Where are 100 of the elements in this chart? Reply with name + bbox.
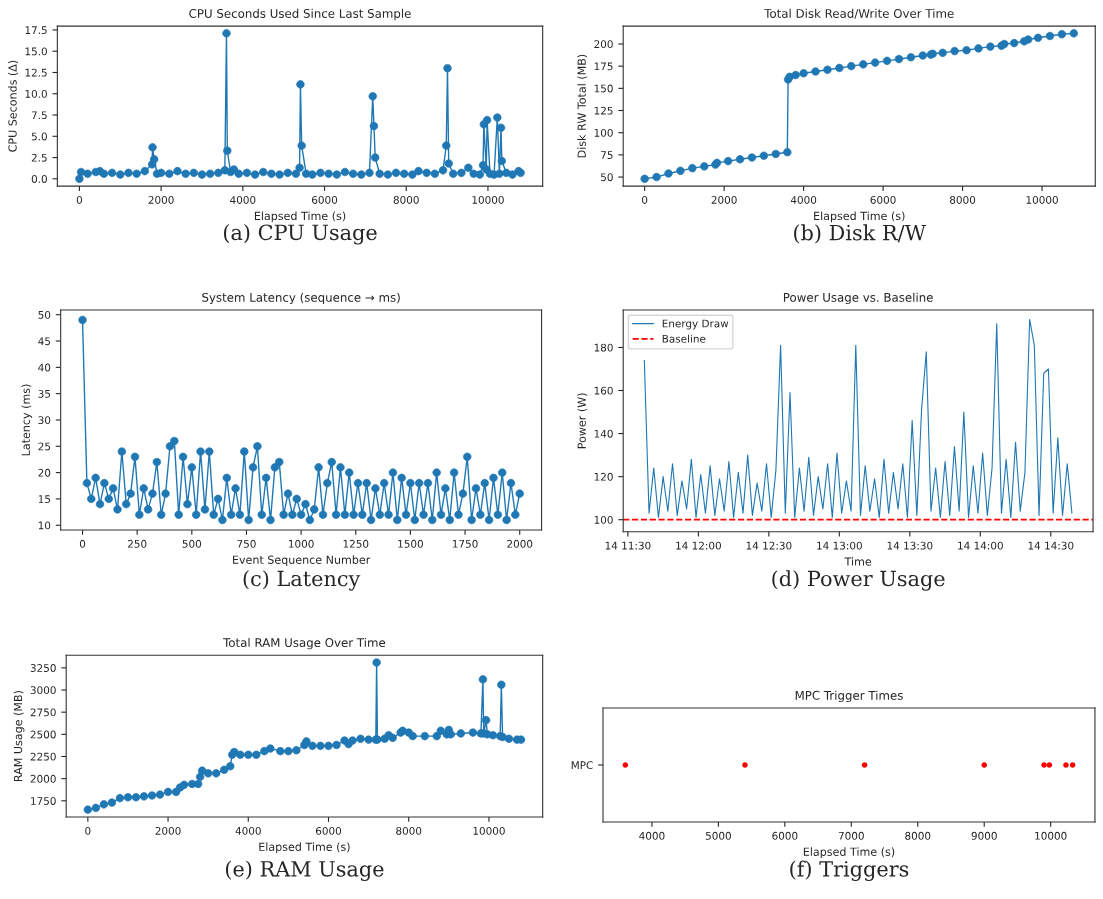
y-tick-label: 50	[601, 173, 613, 182]
y-tick-label: 100	[594, 515, 613, 524]
x-tick-label: 10000	[472, 196, 504, 204]
x-axis-title: Elapsed Time (s)	[814, 211, 905, 223]
x-tick-label: 6000	[312, 196, 338, 204]
y-tick-label: 75	[601, 151, 613, 159]
y-axis-title: Latency (ms)	[21, 384, 33, 456]
x-tick-label: 4000	[230, 196, 256, 204]
y-tick-label: 2500	[30, 730, 56, 739]
y-tick-label: 50	[38, 310, 51, 319]
y-tick-label: 150	[594, 84, 613, 93]
chart-title: CPU Seconds Used Since Last Sample	[189, 8, 411, 21]
text: (a) CPU Usage	[223, 224, 377, 245]
x-tick-label: 500	[182, 539, 202, 548]
x-tick-label: 6000	[772, 831, 798, 840]
y-tick-label: 2250	[30, 752, 56, 761]
chart-title: Total RAM Usage Over Time	[223, 637, 386, 650]
legend-label: Energy Draw	[662, 319, 729, 330]
x-tick-label: 14 14:00	[958, 541, 1003, 550]
y-tick-label: 5.0	[31, 132, 47, 141]
x-tick-label: 0	[76, 196, 83, 204]
x-tick-label: 14 12:30	[746, 541, 792, 550]
x-tick-label: 8000	[905, 831, 931, 840]
x-tick-label: 4000	[235, 826, 261, 835]
chart-title: System Latency (sequence → ms)	[202, 292, 400, 305]
chart-title: MPC Trigger Times	[795, 690, 903, 703]
y-tick-label: 40	[38, 363, 51, 372]
x-tick-label: 0	[85, 826, 91, 835]
y-tick-label: 125	[594, 106, 613, 115]
x-tick-label: 8000	[950, 196, 976, 204]
x-axis-title: Elapsed Time (s)	[259, 842, 350, 854]
x-tick-label: 750	[237, 539, 256, 548]
y-axis-title: CPU Seconds (Δ)	[8, 60, 19, 152]
y-tick-label: 0.0	[31, 175, 47, 183]
y-axis-title: RAM Usage (MB)	[13, 691, 25, 782]
x-tick-label: 14 13:00	[817, 541, 862, 550]
x-tick-label: 2000	[507, 539, 533, 548]
x-tick-label: 14 12:00	[676, 541, 721, 550]
x-tick-label: 8000	[396, 826, 422, 835]
y-tick-label: 140	[594, 429, 613, 438]
x-tick-label: 14 13:30	[887, 541, 933, 550]
text: (b) Disk R/W	[794, 224, 926, 244]
y-tick-label: 7.5	[31, 111, 47, 120]
y-tick-label: 160	[594, 386, 613, 395]
chart-title: Total Disk Read/Write Over Time	[764, 8, 954, 19]
y-axis-title: Disk RW Total (MB)	[577, 54, 588, 158]
x-axis-title: Elapsed Time (s)	[803, 847, 895, 859]
x-tick-label: 2000	[711, 196, 737, 204]
y-tick-label: 35	[38, 389, 51, 398]
y-tick-label: 12.5	[25, 68, 47, 77]
x-tick-label: 5000	[705, 831, 731, 840]
x-tick-label: 1000	[289, 539, 314, 548]
y-tick-label: 2000	[30, 774, 56, 783]
x-tick-label: 7000	[838, 831, 864, 840]
text: (e) RAM Usage	[225, 860, 384, 882]
x-tick-label: 14 11:30	[605, 541, 651, 550]
y-tick-label: 180	[594, 343, 613, 352]
x-tick-label: 6000	[315, 826, 342, 835]
x-tick-label: 8000	[393, 196, 419, 204]
x-tick-label: 9000	[971, 831, 997, 840]
x-tick-label: 6000	[870, 196, 896, 204]
x-tick-label: 10000	[473, 826, 505, 835]
x-tick-label: 2000	[148, 196, 174, 204]
text: (f) Triggers	[790, 860, 909, 882]
x-axis-title: Time	[844, 557, 872, 566]
chart-title: Power Usage vs. Baseline	[783, 292, 933, 305]
y-tick-label: 17.5	[25, 26, 47, 35]
x-tick-label: 250	[128, 539, 147, 548]
y-tick-label: 2.5	[31, 153, 47, 162]
y-tick-label: 15	[38, 495, 51, 504]
text: (c) Latency	[243, 570, 361, 591]
x-tick-label: 1500	[398, 539, 423, 548]
x-tick-label: 10000	[1035, 831, 1067, 840]
x-axis-title: Event Sequence Number	[233, 555, 371, 567]
y-tick-label: 120	[594, 472, 613, 481]
x-tick-label: 0	[642, 196, 648, 204]
x-tick-label: 10000	[1026, 196, 1058, 204]
y-tick-label: 3250	[30, 664, 56, 672]
x-tick-label: 1250	[343, 539, 369, 548]
y-tick-label: 200	[594, 40, 613, 49]
y-tick-label: 2750	[30, 708, 56, 717]
legend-label: Baseline	[662, 334, 706, 343]
x-axis-title: Elapsed Time (s)	[254, 211, 346, 223]
x-tick-label: 4000	[639, 831, 665, 840]
y-tick-label: 15.0	[25, 47, 47, 56]
y-tick-label: 45	[38, 337, 51, 346]
y-tick-label: 30	[38, 416, 51, 425]
y-tick-label: 3000	[30, 686, 56, 695]
y-tick-label: 175	[594, 62, 613, 71]
x-tick-label: 2000	[155, 826, 181, 835]
x-tick-label: 0	[79, 539, 86, 548]
y-tick-label: 25	[38, 442, 51, 451]
text: (d) Power Usage	[772, 570, 945, 591]
x-tick-label: 4000	[790, 196, 817, 204]
y-tick-label: MPC	[571, 761, 593, 770]
x-tick-label: 14 14:30	[1028, 541, 1074, 550]
y-axis-title: Power (W)	[577, 393, 588, 449]
y-tick-label: 10	[38, 521, 51, 530]
y-tick-label: 10.0	[25, 89, 47, 98]
x-tick-label: 1750	[452, 539, 478, 548]
